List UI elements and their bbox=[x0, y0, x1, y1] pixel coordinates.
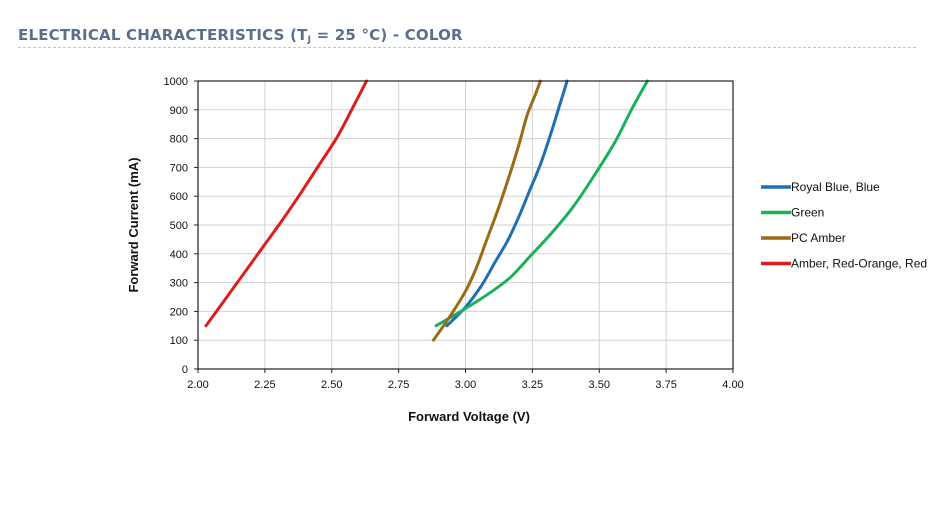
chart-ticks: 2.00 2.25 2.50 2.75 3.00 3.25 3.50 3.75 4.00 0 100… bbox=[164, 76, 744, 391]
x-axis-label: Forward Voltage (V) bbox=[408, 409, 530, 424]
x-tick-label: 2.75 bbox=[388, 379, 409, 391]
y-tick-label: 1000 bbox=[164, 76, 188, 88]
y-axis-label: Forward Current (mA) bbox=[126, 157, 141, 292]
x-tick-label: 3.50 bbox=[589, 379, 610, 391]
x-tick-label: 2.50 bbox=[321, 379, 342, 391]
y-tick-label: 300 bbox=[170, 278, 188, 290]
x-tick-label: 2.25 bbox=[254, 379, 275, 391]
legend-label: PC Amber bbox=[791, 231, 846, 245]
x-tick-label: 2.00 bbox=[187, 379, 208, 391]
series-line-3 bbox=[204, 79, 368, 328]
heading-divider bbox=[18, 47, 916, 48]
x-tick-label: 3.75 bbox=[655, 379, 676, 391]
heading-subscript: J bbox=[307, 35, 312, 45]
chart-series bbox=[204, 79, 649, 342]
legend-label: Green bbox=[791, 206, 824, 220]
y-tick-label: 700 bbox=[170, 162, 188, 174]
y-tick-label: 200 bbox=[170, 306, 188, 318]
y-tick-label: 800 bbox=[170, 134, 188, 146]
series-line-2 bbox=[431, 79, 542, 342]
y-tick-label: 0 bbox=[182, 364, 188, 376]
x-tick-label: 3.25 bbox=[522, 379, 543, 391]
x-tick-label: 4.00 bbox=[722, 379, 743, 391]
series-line-1 bbox=[434, 79, 649, 328]
y-tick-label: 900 bbox=[170, 105, 188, 117]
legend-label: Royal Blue, Blue bbox=[791, 180, 880, 194]
chart-legend: Royal Blue, Blue Green PC Amber Amber, Red-… bbox=[761, 180, 927, 271]
y-tick-label: 600 bbox=[170, 191, 188, 203]
y-tick-label: 400 bbox=[170, 249, 188, 261]
x-tick-label: 3.00 bbox=[455, 379, 476, 391]
section-heading: ELECTRICAL CHARACTERISTICS (TJ = 25 °C) … bbox=[18, 26, 463, 45]
legend-label: Amber, Red-Orange, Red bbox=[791, 257, 927, 271]
heading-suffix: = 25 °C) - COLOR bbox=[311, 26, 463, 44]
heading-text: ELECTRICAL CHARACTERISTICS (T bbox=[18, 26, 308, 44]
y-tick-label: 500 bbox=[170, 220, 188, 232]
series-line-0 bbox=[445, 79, 569, 328]
y-tick-label: 100 bbox=[170, 335, 188, 347]
